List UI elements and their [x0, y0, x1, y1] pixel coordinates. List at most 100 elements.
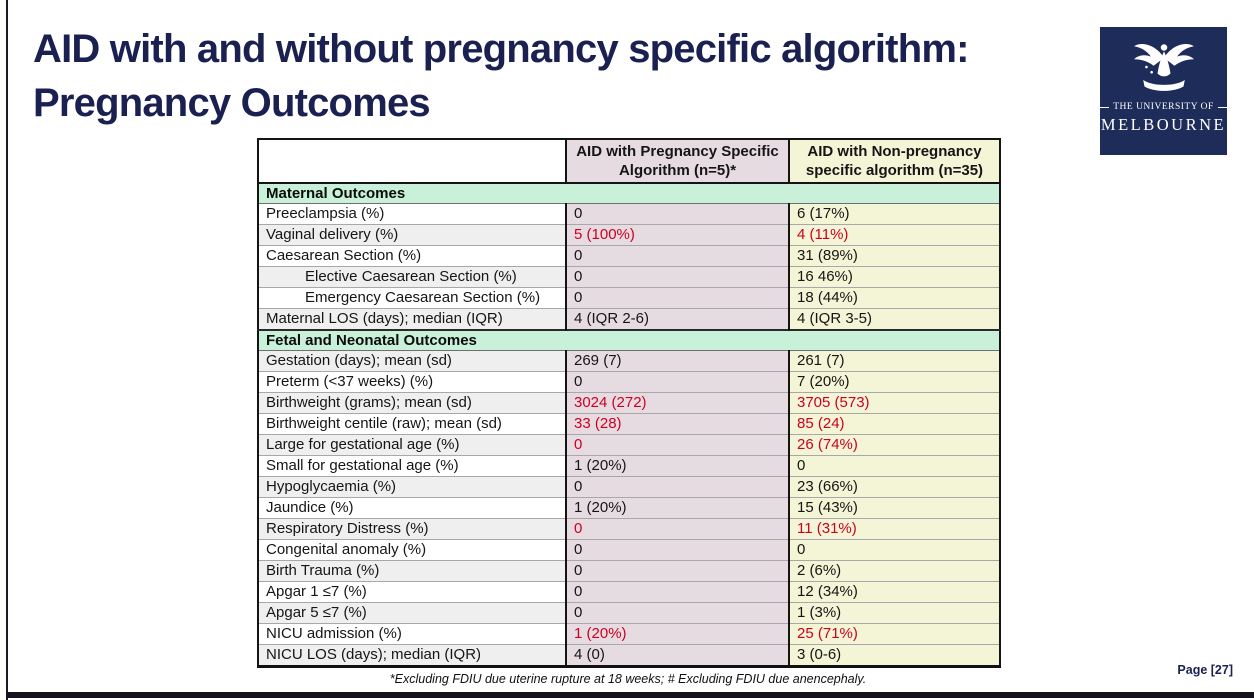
table-row: Caesarean Section (%) 0 31 (89%) — [258, 245, 1000, 267]
section-title: Maternal Outcomes — [258, 182, 1000, 204]
row-label: Maternal LOS (days); median (IQR) — [258, 308, 566, 330]
row-label: Apgar 5 ≤7 (%) — [258, 602, 566, 624]
row-label: Small for gestational age (%) — [258, 455, 566, 477]
table-row: Maternal LOS (days); median (IQR) 4 (IQR … — [258, 308, 1000, 330]
table-row: Elective Caesarean Section (%) 0 16 46%) — [258, 266, 1000, 288]
cell-without-algorithm: 26 (74%) — [789, 434, 1000, 456]
logo-text-name: MELBOURNE — [1100, 115, 1227, 134]
table-header-row: AID with Pregnancy Specific Algorithm (n… — [258, 139, 1000, 184]
cell-with-algorithm: 0 — [565, 476, 790, 498]
cell-without-algorithm: 15 (43%) — [789, 497, 1000, 519]
row-label: Birthweight centile (raw); mean (sd) — [258, 413, 566, 435]
table-row: Emergency Caesarean Section (%) 0 18 (44%) — [258, 287, 1000, 309]
table-row: Congenital anomaly (%) 0 0 — [258, 539, 1000, 561]
cell-without-algorithm: 25 (71%) — [789, 623, 1000, 645]
row-label: Congenital anomaly (%) — [258, 539, 566, 561]
university-of-melbourne-logo: THE UNIVERSITY OF MELBOURNE — [1100, 27, 1227, 155]
cell-with-algorithm: 1 (20%) — [565, 623, 790, 645]
cell-without-algorithm: 2 (6%) — [789, 560, 1000, 582]
table-row: Jaundice (%) 1 (20%) 15 (43%) — [258, 497, 1000, 519]
table-row: Small for gestational age (%) 1 (20%) 0 — [258, 455, 1000, 477]
row-label: Emergency Caesarean Section (%) — [258, 287, 566, 309]
cell-without-algorithm: 16 46%) — [789, 266, 1000, 288]
table-row: Preeclampsia (%) 0 6 (17%) — [258, 203, 1000, 225]
table-row: Apgar 1 ≤7 (%) 0 12 (34%) — [258, 581, 1000, 603]
row-label: Preeclampsia (%) — [258, 203, 566, 225]
cell-without-algorithm: 1 (3%) — [789, 602, 1000, 624]
cell-with-algorithm: 5 (100%) — [565, 224, 790, 246]
row-label: Preterm (<37 weeks) (%) — [258, 371, 566, 393]
university-crest-icon — [1133, 43, 1194, 91]
header-col-non-pregnancy-algorithm: AID with Non-pregnancy specific algorith… — [789, 139, 1000, 184]
title-line-1: AID with and without pregnancy specific … — [33, 27, 969, 71]
table-row: Preterm (<37 weeks) (%) 0 7 (20%) — [258, 371, 1000, 393]
logo-rule-right — [1217, 106, 1227, 108]
slide-bottom-edge — [6, 692, 1254, 698]
cell-with-algorithm: 0 — [565, 539, 790, 561]
row-label: Apgar 1 ≤7 (%) — [258, 581, 566, 603]
cell-without-algorithm: 261 (7) — [789, 350, 1000, 372]
row-label: Jaundice (%) — [258, 497, 566, 519]
cell-with-algorithm: 0 — [565, 371, 790, 393]
table-row: NICU admission (%) 1 (20%) 25 (71%) — [258, 623, 1000, 645]
footnote: *Excluding FDIU due uterine rupture at 1… — [389, 672, 867, 686]
row-label: Birth Trauma (%) — [258, 560, 566, 582]
cell-without-algorithm: 7 (20%) — [789, 371, 1000, 393]
title-line-2: Pregnancy Outcomes — [33, 81, 431, 125]
logo-text-top: THE UNIVERSITY OF — [1113, 102, 1214, 112]
cell-with-algorithm: 0 — [565, 287, 790, 309]
table-row: Birthweight centile (raw); mean (sd) 33 (… — [258, 413, 1000, 435]
cell-without-algorithm: 3 (0-6) — [789, 644, 1000, 667]
cell-with-algorithm: 0 — [565, 581, 790, 603]
header-col-pregnancy-algorithm: AID with Pregnancy Specific Algorithm (n… — [565, 139, 790, 184]
table-row: Gestation (days); mean (sd) 269 (7) 261 (7… — [258, 350, 1000, 372]
row-label: Vaginal delivery (%) — [258, 224, 566, 246]
outcomes-table: AID with Pregnancy Specific Algorithm (n… — [257, 138, 1001, 668]
cell-without-algorithm: 31 (89%) — [789, 245, 1000, 267]
cell-with-algorithm: 1 (20%) — [565, 455, 790, 477]
table-row: Vaginal delivery (%) 5 (100%) 4 (11%) — [258, 224, 1000, 246]
table-row: Large for gestational age (%) 0 26 (74%) — [258, 434, 1000, 456]
cell-without-algorithm: 4 (11%) — [789, 224, 1000, 246]
page-title: AID with and without pregnancy specific … — [33, 22, 969, 130]
cell-with-algorithm: 1 (20%) — [565, 497, 790, 519]
cell-without-algorithm: 85 (24) — [789, 413, 1000, 435]
logo-rule-left — [1100, 106, 1110, 108]
cell-with-algorithm: 0 — [565, 245, 790, 267]
cell-with-algorithm: 0 — [565, 602, 790, 624]
cell-with-algorithm: 4 (IQR 2-6) — [565, 308, 790, 330]
row-label: Caesarean Section (%) — [258, 245, 566, 267]
cell-with-algorithm: 0 — [565, 434, 790, 456]
cell-with-algorithm: 0 — [565, 518, 790, 540]
cell-with-algorithm: 0 — [565, 203, 790, 225]
table-row: Hypoglycaemia (%) 0 23 (66%) — [258, 476, 1000, 498]
row-label: Elective Caesarean Section (%) — [258, 266, 566, 288]
cell-without-algorithm: 23 (66%) — [789, 476, 1000, 498]
row-label: Birthweight (grams); mean (sd) — [258, 392, 566, 414]
cell-with-algorithm: 0 — [565, 560, 790, 582]
section-title: Fetal and Neonatal Outcomes — [258, 329, 1000, 351]
cell-without-algorithm: 0 — [789, 455, 1000, 477]
table-row: Birthweight (grams); mean (sd) 3024 (272)… — [258, 392, 1000, 414]
cell-without-algorithm: 6 (17%) — [789, 203, 1000, 225]
cell-with-algorithm: 33 (28) — [565, 413, 790, 435]
logo-text-top-row: THE UNIVERSITY OF — [1100, 102, 1227, 112]
cell-with-algorithm: 269 (7) — [565, 350, 790, 372]
row-label: NICU admission (%) — [258, 623, 566, 645]
header-empty-cell — [258, 139, 566, 184]
row-label: Hypoglycaemia (%) — [258, 476, 566, 498]
cell-with-algorithm: 0 — [565, 266, 790, 288]
cell-without-algorithm: 4 (IQR 3-5) — [789, 308, 1000, 330]
slide-left-edge — [6, 0, 8, 700]
cell-without-algorithm: 18 (44%) — [789, 287, 1000, 309]
section-header-row: Maternal Outcomes — [258, 182, 1000, 204]
section-header-row: Fetal and Neonatal Outcomes — [258, 329, 1000, 351]
cell-without-algorithm: 3705 (573) — [789, 392, 1000, 414]
row-label: Large for gestational age (%) — [258, 434, 566, 456]
table-row: Birth Trauma (%) 0 2 (6%) — [258, 560, 1000, 582]
table-row: Apgar 5 ≤7 (%) 0 1 (3%) — [258, 602, 1000, 624]
table-row: NICU LOS (days); median (IQR) 4 (0) 3 (0-6… — [258, 644, 1000, 667]
cell-without-algorithm: 11 (31%) — [789, 518, 1000, 540]
cell-without-algorithm: 12 (34%) — [789, 581, 1000, 603]
